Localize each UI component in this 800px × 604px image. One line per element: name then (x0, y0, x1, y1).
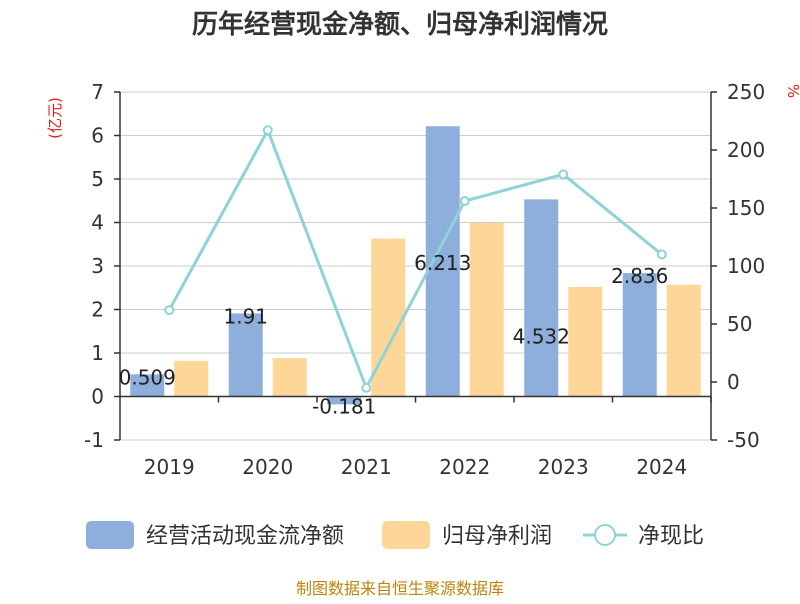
y-right-tick-label: -50 (727, 428, 760, 452)
legend-label-cashflow: 经营活动现金流净额 (146, 524, 344, 549)
data-label: 1.91 (223, 304, 268, 328)
y-left-tick-label: 2 (91, 298, 104, 322)
ratio-point (558, 169, 569, 180)
y-left-tick-label: 6 (91, 124, 104, 148)
bar-profit (469, 222, 504, 397)
bar-profit (174, 360, 209, 397)
legend-swatch-cashflow (86, 521, 134, 549)
y-left-tick-label: -1 (84, 428, 104, 452)
data-label: 4.532 (513, 324, 570, 348)
x-tick-label: 2019 (144, 455, 195, 479)
legend-label-profit: 归母净利润 (442, 524, 552, 549)
legend: 经营活动现金流净额 归母净利润 净现比 (86, 521, 704, 549)
y-right-tick-label: 0 (727, 370, 740, 394)
y-right-tick-label: 200 (727, 138, 765, 162)
y-left-tick-label: 7 (91, 80, 104, 104)
y-left-tick-label: 3 (91, 254, 104, 278)
bar-cashflow (622, 273, 657, 397)
bar-profit (568, 286, 603, 397)
y-left-tick-label: 0 (91, 385, 104, 409)
axes: -1 0 1 2 3 4 5 6 7 -50 0 50 100 150 200 250 2019 2020 2021… (84, 80, 765, 479)
bar-cashflow (327, 396, 362, 405)
x-tick-label: 2020 (242, 455, 293, 479)
y-left-tick-label: 4 (91, 211, 104, 235)
legend-swatch-ratio-marker (594, 524, 616, 546)
data-label: 0.509 (119, 365, 176, 389)
data-label: 2.836 (611, 264, 668, 288)
bar-profit (666, 284, 701, 397)
y-right-tick-label: 150 (727, 196, 765, 220)
footer-source: 制图数据来自恒生聚源数据库 (296, 579, 504, 598)
data-label: -0.181 (312, 395, 376, 419)
ratio-line (164, 125, 667, 393)
x-tick-label: 2023 (538, 455, 589, 479)
legend-label-ratio: 净现比 (638, 524, 704, 549)
chart-title: 历年经营现金净额、归母净利润情况 (192, 9, 608, 40)
x-tick-label: 2021 (341, 455, 392, 479)
y-axis-right-label: % (784, 84, 800, 98)
bar-cashflow (524, 199, 559, 397)
ratio-point (361, 382, 372, 393)
x-tick-label: 2022 (439, 455, 490, 479)
y-right-tick-label: 50 (727, 312, 752, 336)
bar-profit (272, 358, 307, 397)
y-left-tick-label: 1 (91, 341, 104, 365)
x-tick-label: 2024 (636, 455, 687, 479)
y-left-tick-label: 5 (91, 167, 104, 191)
data-label: 6.213 (414, 251, 471, 275)
y-right-tick-label: 100 (727, 254, 765, 278)
ratio-line-path (167, 126, 663, 392)
y-right-tick-label: 250 (727, 80, 765, 104)
legend-swatch-profit (382, 521, 430, 549)
bar-profit (371, 238, 406, 397)
y-axis-left-label: (亿元) (46, 97, 64, 139)
data-labels: 0.509 1.91 -0.181 6.213 4.532 2.836 (119, 251, 669, 418)
ratio-point (164, 305, 175, 316)
bar-cashflow (228, 313, 263, 397)
ratio-point (459, 196, 470, 207)
bar-cashflow (130, 374, 165, 397)
ratio-point (656, 249, 667, 260)
ratio-point (262, 125, 273, 136)
